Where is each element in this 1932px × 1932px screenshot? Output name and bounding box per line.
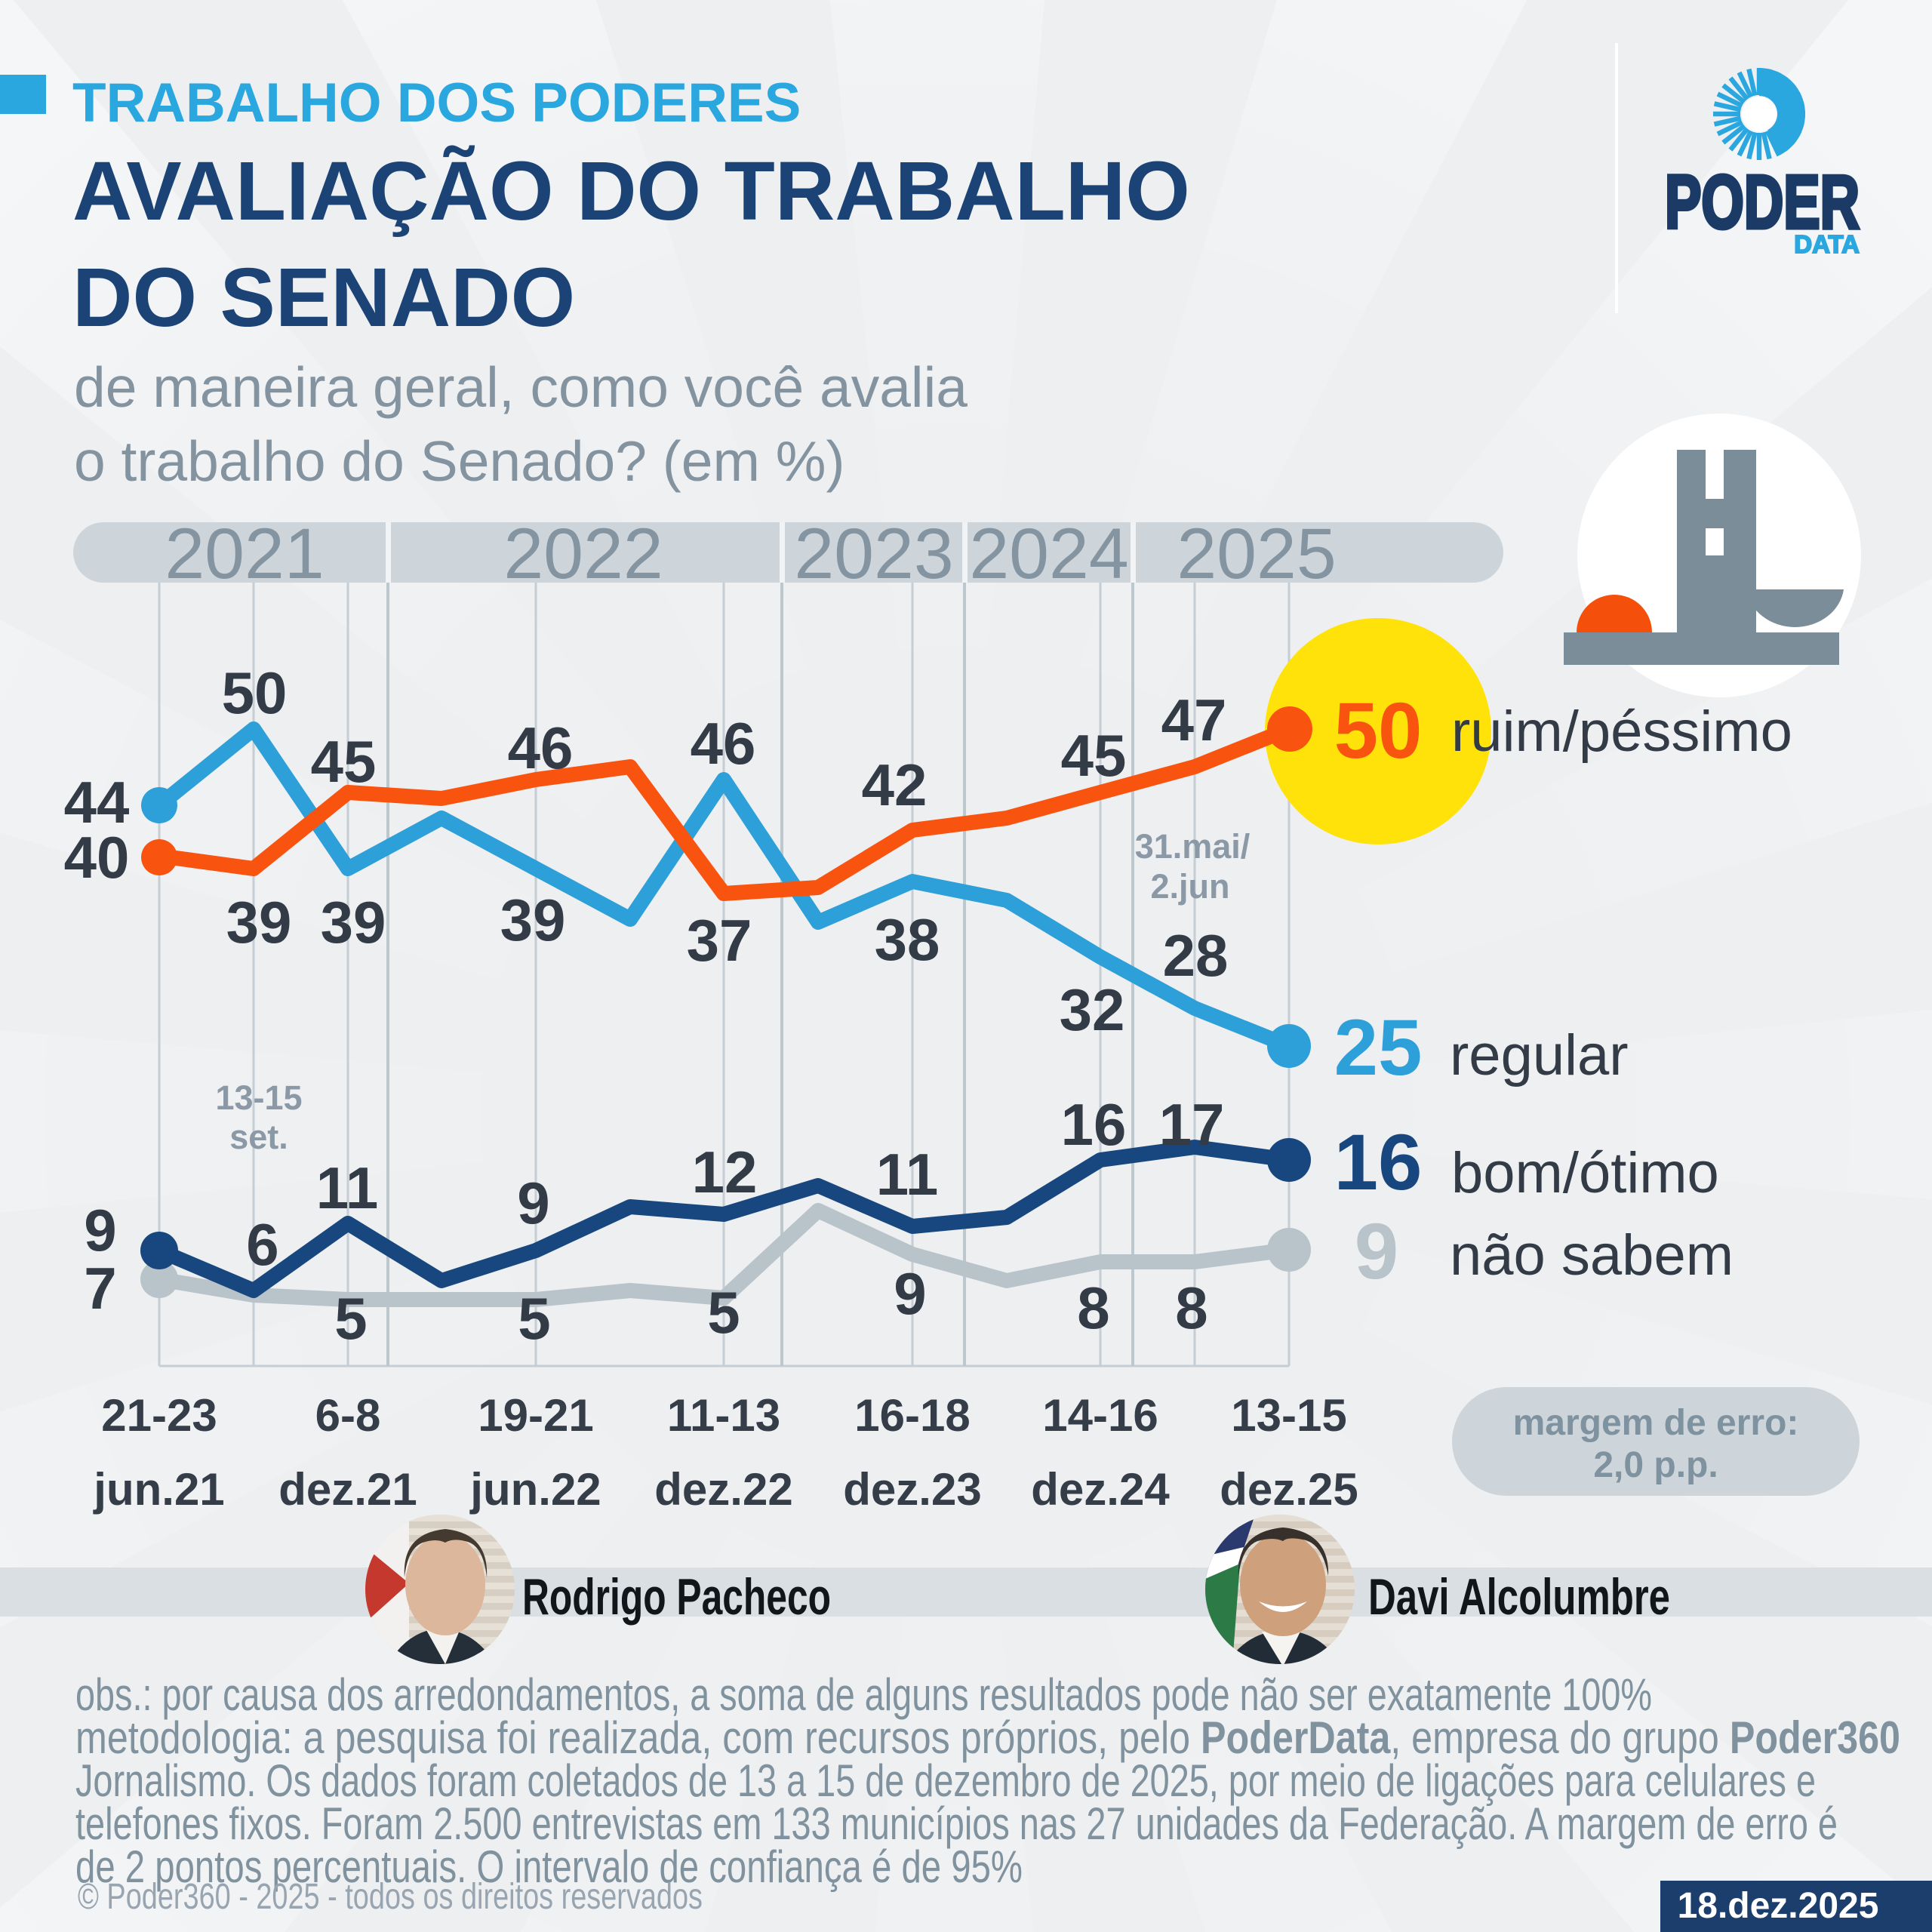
svg-text:dez.25: dez.25 [1220,1464,1358,1515]
svg-text:19-21: 19-21 [478,1390,593,1441]
svg-text:21-23: 21-23 [101,1390,217,1441]
svg-text:© Poder360 - 2025 - todos os d: © Poder360 - 2025 - todos os direitos re… [78,1877,703,1917]
svg-text:não sabem: não sabem [1450,1223,1734,1287]
svg-text:2021: 2021 [165,514,324,594]
svg-text:40: 40 [64,824,130,891]
svg-text:39: 39 [226,889,292,955]
svg-text:11: 11 [316,1155,378,1221]
svg-text:ruim/péssimo: ruim/péssimo [1451,700,1792,764]
svg-text:obs.: por causa dos arredondam: obs.: por causa dos arredondamentos, a s… [75,1669,1652,1720]
svg-text:o trabalho do Senado? (em %): o trabalho do Senado? (em %) [74,429,844,493]
svg-text:PODER: PODER [1665,160,1860,245]
svg-text:13-15: 13-15 [215,1078,302,1117]
svg-text:2.jun: 2.jun [1150,867,1229,906]
svg-text:11-13: 11-13 [667,1390,780,1441]
svg-text:bom/ótimo: bom/ótimo [1451,1141,1719,1205]
svg-text:16-18: 16-18 [854,1390,970,1441]
svg-text:2025: 2025 [1177,514,1336,594]
svg-text:jun.21: jun.21 [93,1464,224,1515]
svg-text:18.dez.2025: 18.dez.2025 [1678,1886,1879,1926]
svg-text:8: 8 [1077,1275,1109,1341]
svg-text:6: 6 [246,1211,278,1278]
svg-text:margem de erro:: margem de erro: [1513,1403,1799,1443]
svg-text:2,0 p.p.: 2,0 p.p. [1593,1445,1718,1485]
svg-text:2022: 2022 [503,514,663,594]
svg-text:31.mai/: 31.mai/ [1135,827,1251,866]
svg-text:AVALIAÇÃO DO TRABALHO: AVALIAÇÃO DO TRABALHO [72,145,1190,238]
svg-text:set.: set. [229,1118,288,1156]
svg-text:12: 12 [692,1139,758,1205]
svg-text:TRABALHO DOS PODERES: TRABALHO DOS PODERES [72,72,801,134]
svg-text:45: 45 [311,728,377,795]
svg-text:6-8: 6-8 [315,1390,381,1441]
svg-text:2024: 2024 [969,514,1128,594]
svg-text:2023: 2023 [794,514,953,594]
svg-text:47: 47 [1161,687,1227,753]
svg-text:46: 46 [508,715,574,781]
svg-text:25: 25 [1334,1004,1423,1092]
svg-text:DATA: DATA [1794,230,1860,258]
svg-text:9: 9 [517,1170,549,1236]
svg-text:44: 44 [64,769,130,835]
svg-text:Davi Alcolumbre: Davi Alcolumbre [1368,1568,1670,1626]
svg-text:de maneira geral, como você av: de maneira geral, como você avalia [74,355,968,419]
svg-text:11: 11 [876,1141,938,1208]
svg-text:5: 5 [518,1285,550,1352]
svg-text:46: 46 [691,710,756,777]
svg-text:7: 7 [84,1255,116,1321]
svg-text:5: 5 [707,1279,740,1346]
svg-text:dez.23: dez.23 [843,1464,981,1515]
svg-text:de 2 pontos percentuais. O int: de 2 pontos percentuais. O intervalo de … [75,1841,1023,1892]
svg-text:39: 39 [500,887,566,953]
svg-text:50: 50 [1334,687,1423,775]
svg-text:Jornalismo. Os dados foram col: Jornalismo. Os dados foram coletados de … [75,1755,1816,1806]
svg-text:jun.22: jun.22 [469,1464,601,1515]
svg-text:38: 38 [875,906,940,973]
svg-text:9: 9 [894,1260,926,1327]
svg-text:Rodrigo Pacheco: Rodrigo Pacheco [522,1568,831,1626]
svg-text:9: 9 [84,1197,116,1263]
svg-text:17: 17 [1159,1091,1225,1158]
svg-text:32: 32 [1060,977,1125,1043]
svg-text:dez.21: dez.21 [278,1464,417,1515]
svg-text:9: 9 [1355,1208,1398,1296]
svg-text:16: 16 [1334,1118,1423,1207]
svg-text:5: 5 [334,1285,367,1352]
svg-text:telefones fixos. Foram 2.500 e: telefones fixos. Foram 2.500 entrevistas… [75,1798,1838,1849]
svg-text:42: 42 [862,752,928,818]
svg-text:45: 45 [1061,722,1127,789]
svg-text:28: 28 [1163,922,1229,989]
svg-text:dez.22: dez.22 [654,1464,792,1515]
svg-text:13-15: 13-15 [1231,1390,1346,1441]
svg-text:dez.24: dez.24 [1031,1464,1170,1515]
svg-text:DO SENADO: DO SENADO [72,251,575,344]
svg-text:8: 8 [1175,1275,1208,1341]
svg-text:39: 39 [321,889,386,955]
svg-text:37: 37 [687,907,752,974]
svg-text:50: 50 [222,660,288,726]
svg-text:14-16: 14-16 [1042,1390,1158,1441]
svg-text:regular: regular [1450,1023,1629,1088]
svg-text:16: 16 [1061,1091,1127,1158]
svg-text:metodologia: a pesquisa foi re: metodologia: a pesquisa foi realizada, c… [75,1712,1900,1763]
